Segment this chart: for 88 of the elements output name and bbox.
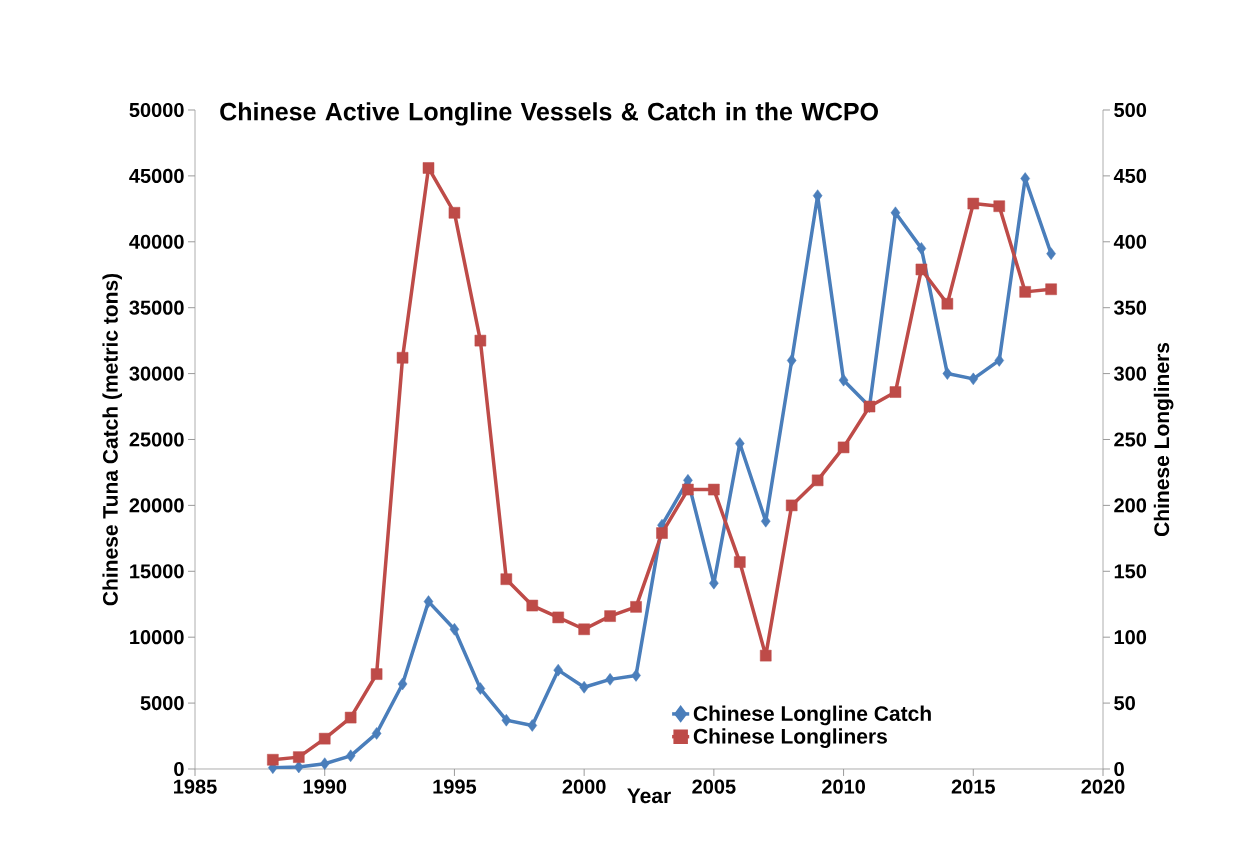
chart-title: Chinese Active Longline Vessels & Catch in the WCPO [220, 102, 878, 126]
point [370, 668, 383, 680]
x-tick-label: 2015 [951, 779, 995, 794]
point [294, 760, 304, 774]
y-axis-title: Chinese Tuna Catch (metric tons) [102, 273, 122, 606]
point [501, 713, 512, 727]
x-tick-label: 1995 [433, 779, 477, 794]
point [734, 556, 746, 568]
y2-tick-label: 400 [1113, 234, 1147, 249]
point [993, 200, 1005, 212]
point [475, 682, 486, 695]
y-tick-label: 10000 [130, 630, 184, 645]
y-tick-label: 50000 [129, 102, 184, 118]
point [915, 263, 928, 276]
x-tick-label: 2020 [1081, 779, 1125, 794]
y-tick-label: 25000 [129, 432, 184, 447]
point [708, 483, 720, 496]
point [422, 162, 435, 174]
point [474, 334, 487, 347]
y2-tick-label: 0 [1114, 761, 1124, 777]
point [1045, 283, 1057, 295]
y2-tick-label: 50 [1114, 696, 1135, 711]
point [345, 749, 356, 763]
point [396, 352, 409, 364]
y2-tick-label: 200 [1114, 498, 1147, 513]
y2-tick-label: 100 [1114, 630, 1147, 645]
y-tick-label: 15000 [130, 564, 184, 579]
y2-tick-label: 350 [1113, 300, 1147, 315]
point [604, 610, 616, 622]
y2-tick-label: 500 [1114, 102, 1147, 118]
point [526, 599, 539, 612]
y-tick-label: 0 [174, 761, 184, 777]
point [449, 623, 460, 636]
point [941, 297, 954, 310]
y-tick-label: 5000 [140, 696, 184, 711]
point [760, 649, 772, 662]
y-tick-label: 45000 [129, 168, 184, 183]
point [578, 623, 590, 636]
x-tick-label: 2005 [692, 779, 736, 794]
y2-tick-label: 150 [1114, 564, 1147, 579]
point [786, 354, 797, 367]
y2-tick-label: 250 [1114, 432, 1147, 447]
y-tick-label: 40000 [129, 234, 184, 249]
x-tick-label: 1990 [303, 779, 347, 794]
point [630, 601, 642, 613]
point [553, 663, 563, 677]
point [994, 354, 1004, 367]
y-tick-label: 35000 [129, 300, 184, 315]
x-tick-label: 1985 [174, 779, 217, 794]
x-tick-label: 2010 [822, 779, 865, 794]
point [371, 727, 382, 740]
point [942, 367, 953, 380]
x-tick-label: 2000 [562, 779, 606, 794]
point [423, 595, 434, 608]
point [344, 711, 357, 724]
point [682, 483, 694, 496]
y-tick-label: 20000 [129, 498, 184, 513]
point [967, 197, 980, 210]
point [319, 757, 330, 770]
y-tick-label: 30000 [129, 366, 184, 381]
point [318, 732, 331, 745]
y2-tick-label: 300 [1113, 366, 1147, 381]
point [811, 474, 824, 487]
point [1019, 286, 1031, 298]
y2-axis-title: Chinese Longliners [1153, 342, 1174, 537]
point [552, 611, 564, 624]
point [605, 673, 615, 686]
point [785, 499, 798, 512]
legend-label: Chinese Longline Catch [693, 705, 931, 726]
point [448, 207, 461, 219]
point [527, 719, 538, 732]
point [890, 206, 901, 220]
legend-label: Chinese Longliners [693, 728, 887, 748]
point [916, 242, 927, 255]
point [293, 751, 305, 763]
point [838, 373, 849, 387]
y2-tick-label: 450 [1113, 168, 1147, 183]
point [1046, 247, 1056, 260]
x-axis-title: Year [627, 788, 671, 804]
point [397, 677, 408, 691]
point [267, 754, 279, 766]
point [579, 681, 589, 694]
point [968, 372, 979, 386]
point [631, 669, 641, 682]
point [500, 573, 513, 585]
point [656, 527, 668, 539]
point [837, 441, 850, 454]
point [889, 386, 902, 398]
